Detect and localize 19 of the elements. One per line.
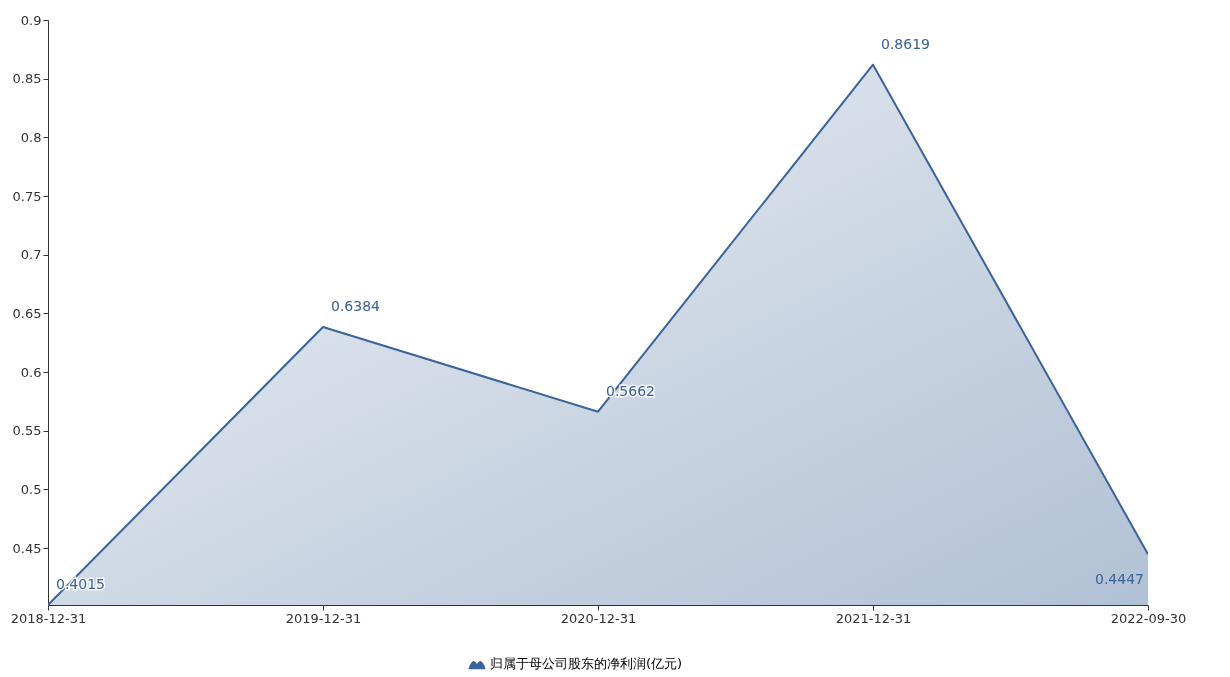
data-label: 0.4447 <box>1095 571 1144 588</box>
y-tick-label: 0.85 <box>12 71 42 87</box>
y-tick-label: 0.6 <box>20 364 42 380</box>
x-tick-label: 2018-12-31 <box>10 610 87 626</box>
data-label: 0.8619 <box>881 35 930 52</box>
y-tick-label: 0.75 <box>12 188 42 204</box>
x-tick-label: 2021-12-31 <box>835 610 912 626</box>
y-tick-label: 0.8 <box>20 129 42 145</box>
x-tick-label: 2020-12-31 <box>560 610 637 626</box>
x-tick-label: 2022-09-30 <box>1110 610 1187 626</box>
data-label: 0.6384 <box>331 297 381 314</box>
x-tick-label: 2019-12-31 <box>285 610 362 626</box>
y-tick-label: 0.65 <box>12 305 42 321</box>
y-tick-label: 0.9 <box>20 12 42 28</box>
y-tick-label: 0.7 <box>20 247 42 263</box>
y-tick-label: 0.55 <box>12 423 42 439</box>
y-tick-label: 0.45 <box>12 540 42 556</box>
y-tick-label: 0.5 <box>20 481 42 497</box>
legend-label: 归属于母公司股东的净利润(亿元) <box>490 656 683 671</box>
